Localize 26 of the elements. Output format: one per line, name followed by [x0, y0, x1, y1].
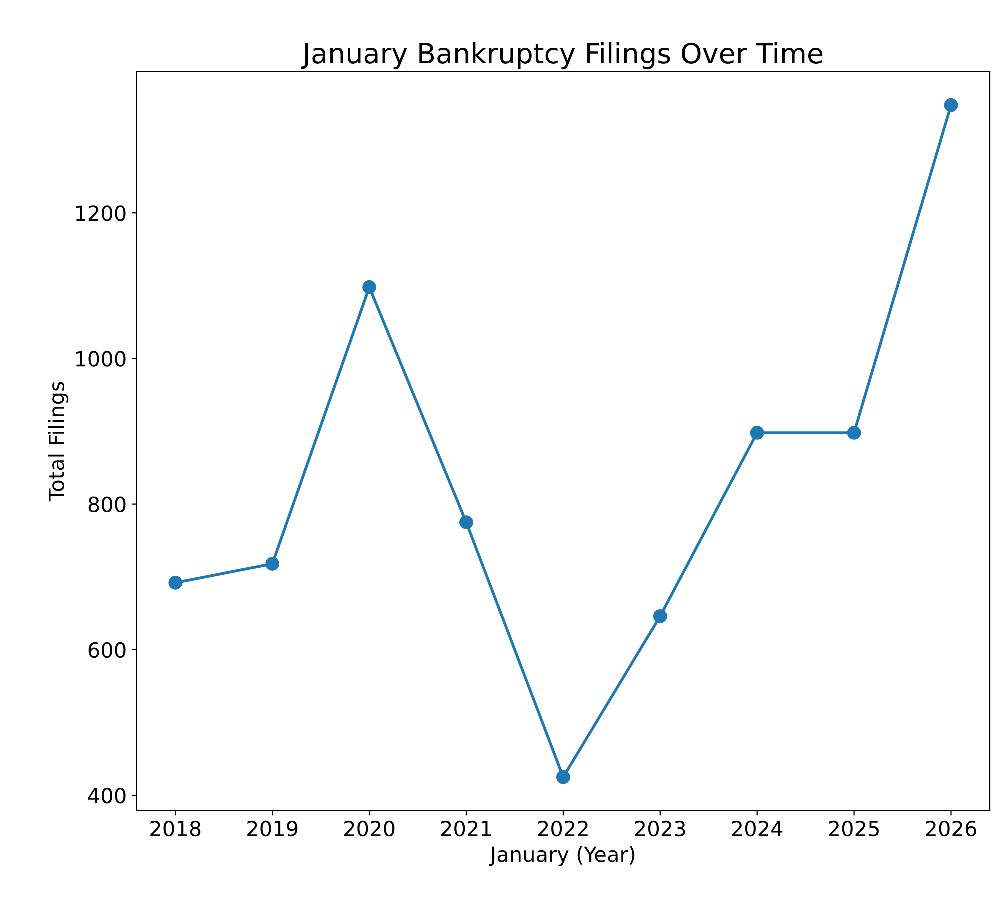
- x-tick-label: 2022: [538, 820, 588, 837]
- y-tick-label: 400: [88, 788, 126, 804]
- y-tick-label: 1000: [76, 351, 126, 367]
- point: [750, 426, 764, 440]
- x-axis-title: January (Year): [489, 846, 635, 866]
- point: [944, 98, 958, 112]
- x-tick-label: 2025: [829, 820, 879, 837]
- point: [847, 426, 862, 440]
- x-tick-label: 2018: [150, 820, 201, 837]
- y-tick-label: 800: [88, 496, 126, 513]
- x-tick-label: 2023: [635, 820, 686, 837]
- x-tick-label: 2024: [732, 820, 783, 837]
- point: [266, 557, 280, 571]
- x-tick-label: 2021: [442, 820, 492, 837]
- point: [653, 609, 668, 624]
- x-tick-label: 2020: [344, 820, 395, 837]
- point: [362, 280, 376, 294]
- chart-title: January Bankruptcy Filings Over Time: [301, 42, 823, 70]
- y-axis-title: Total Filings: [48, 382, 69, 502]
- point: [168, 576, 183, 590]
- point: [556, 770, 570, 784]
- point: [460, 516, 474, 530]
- x-tick-label: 2026: [926, 820, 976, 837]
- x-tick-label: 2019: [248, 820, 298, 837]
- y-tick-label: 600: [88, 642, 126, 658]
- y-tick-label: 1200: [76, 206, 126, 222]
